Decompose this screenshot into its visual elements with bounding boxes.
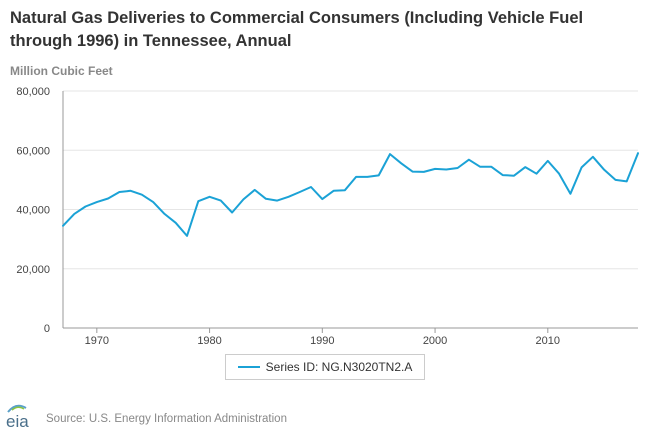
y-tick-label: 60,000: [16, 145, 50, 157]
y-tick-label: 40,000: [16, 205, 50, 217]
x-tick-label: 1990: [310, 335, 334, 347]
source-footer: eia Source: U.S. Energy Information Admi…: [0, 402, 650, 433]
x-tick-label: 1970: [85, 335, 109, 347]
axes: 0 20,000 40,000 60,000 80,000 1970 1980 1990 200…: [16, 86, 638, 347]
eia-logo-text: eia: [6, 412, 29, 431]
chart-title: Natural Gas Deliveries to Commercial Con…: [10, 9, 584, 50]
x-tick-label: 2010: [536, 335, 560, 347]
legend-swatch: [237, 366, 260, 368]
series-line[interactable]: [62, 152, 639, 237]
x-tick-label: 2000: [423, 335, 447, 347]
source-text: Source: U.S. Energy Information Administ…: [46, 413, 287, 425]
legend-label: Series ID: NG.N3020TN2.A: [265, 360, 413, 374]
x-tick-label: 1980: [197, 335, 221, 347]
gridlines: [63, 90, 638, 270]
series-layer: [62, 152, 639, 237]
y-tick-label: 80,000: [16, 86, 50, 98]
y-tick-label: 20,000: [16, 264, 50, 276]
y-axis-label: Million Cubic Feet: [10, 64, 113, 78]
eia-logo: eia: [6, 404, 29, 431]
legend[interactable]: Series ID: NG.N3020TN2.A: [225, 354, 425, 380]
y-tick-label: 0: [44, 323, 50, 335]
